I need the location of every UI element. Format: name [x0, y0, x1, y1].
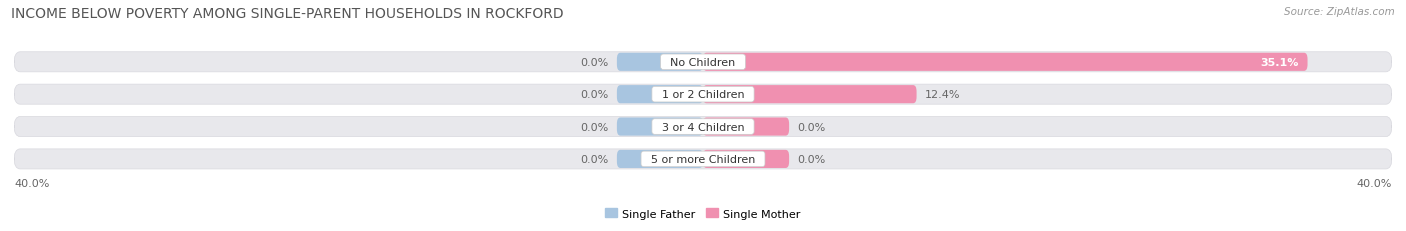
FancyBboxPatch shape [617, 150, 703, 168]
Legend: Single Father, Single Mother: Single Father, Single Mother [600, 204, 806, 223]
FancyBboxPatch shape [703, 54, 1308, 72]
FancyBboxPatch shape [14, 85, 1392, 105]
Text: INCOME BELOW POVERTY AMONG SINGLE-PARENT HOUSEHOLDS IN ROCKFORD: INCOME BELOW POVERTY AMONG SINGLE-PARENT… [11, 7, 564, 21]
Text: 0.0%: 0.0% [581, 122, 609, 132]
Text: 3 or 4 Children: 3 or 4 Children [655, 122, 751, 132]
Text: Source: ZipAtlas.com: Source: ZipAtlas.com [1284, 7, 1395, 17]
FancyBboxPatch shape [703, 86, 917, 104]
Text: 40.0%: 40.0% [14, 178, 49, 188]
FancyBboxPatch shape [703, 150, 789, 168]
Text: 35.1%: 35.1% [1261, 58, 1299, 67]
Text: 12.4%: 12.4% [925, 90, 960, 100]
Text: 0.0%: 0.0% [797, 154, 825, 164]
Text: 0.0%: 0.0% [797, 122, 825, 132]
Text: 0.0%: 0.0% [581, 58, 609, 67]
Text: No Children: No Children [664, 58, 742, 67]
Text: 0.0%: 0.0% [581, 90, 609, 100]
Text: 0.0%: 0.0% [581, 154, 609, 164]
FancyBboxPatch shape [617, 86, 703, 104]
Text: 5 or more Children: 5 or more Children [644, 154, 762, 164]
FancyBboxPatch shape [14, 117, 1392, 137]
FancyBboxPatch shape [617, 118, 703, 136]
FancyBboxPatch shape [617, 54, 703, 72]
Text: 40.0%: 40.0% [1357, 178, 1392, 188]
Text: 1 or 2 Children: 1 or 2 Children [655, 90, 751, 100]
FancyBboxPatch shape [14, 52, 1392, 73]
FancyBboxPatch shape [703, 118, 789, 136]
FancyBboxPatch shape [14, 149, 1392, 169]
